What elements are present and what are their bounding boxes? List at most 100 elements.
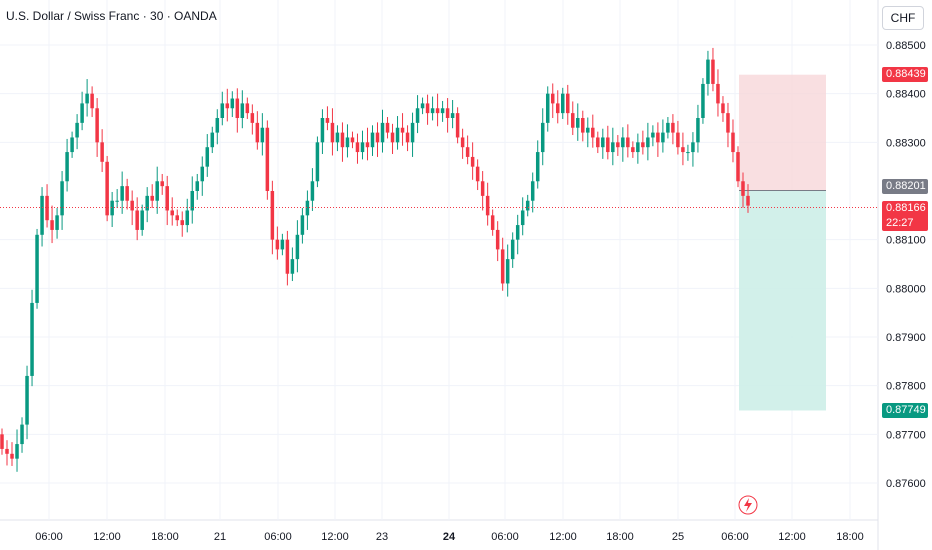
x-tick-label: 06:00 xyxy=(264,531,292,543)
candle-body xyxy=(370,132,375,148)
x-tick-label: 06:00 xyxy=(721,531,749,543)
candle-body xyxy=(485,195,490,216)
candle-body xyxy=(230,98,235,109)
candle-body xyxy=(90,93,94,109)
x-tick-label: 25 xyxy=(672,531,684,543)
take-profit-zone xyxy=(739,190,826,411)
candle-body xyxy=(616,142,620,148)
candle-body xyxy=(716,83,720,104)
candle-body xyxy=(175,215,179,221)
candle-body xyxy=(50,220,54,230)
x-tick-label: 12:00 xyxy=(549,531,577,543)
y-tick-label: 0.88000 xyxy=(886,283,926,295)
candle-body xyxy=(455,113,460,138)
candle-body xyxy=(95,108,99,143)
candle-body xyxy=(741,181,745,196)
candle-body xyxy=(385,122,390,133)
candle-body xyxy=(290,259,295,274)
x-tick-label: 12:00 xyxy=(778,531,806,543)
x-tick-label: 21 xyxy=(214,531,226,543)
candle-body xyxy=(340,132,345,148)
candle-body xyxy=(621,137,625,148)
candle-body xyxy=(475,166,480,182)
stop-loss-zone xyxy=(739,74,826,191)
candle-body xyxy=(430,108,435,114)
candle-body xyxy=(726,113,730,133)
candle-body xyxy=(490,215,495,230)
candle-body xyxy=(651,132,655,138)
x-tick-label: 18:00 xyxy=(606,531,634,543)
candle-body xyxy=(576,118,580,128)
candle-body xyxy=(260,127,265,143)
candle-body xyxy=(631,147,635,153)
candle-body xyxy=(380,122,385,143)
candle-body xyxy=(706,59,710,84)
candle-body xyxy=(0,434,4,449)
candle-body xyxy=(45,195,49,221)
candle-body xyxy=(160,181,164,187)
candle-body xyxy=(215,118,220,133)
candle-body xyxy=(155,181,159,201)
candle-body xyxy=(170,210,174,216)
x-tick-label: 06:00 xyxy=(491,531,519,543)
x-tick-label: 23 xyxy=(376,531,388,543)
candle-body xyxy=(115,200,119,202)
candle-body xyxy=(195,181,200,192)
candle-body xyxy=(285,239,290,274)
y-tick-label: 0.87800 xyxy=(886,381,926,393)
currency-button[interactable]: CHF xyxy=(882,6,924,30)
y-tick-label: 0.87900 xyxy=(886,332,926,344)
candle-body xyxy=(701,83,705,118)
y-tick-label: 0.88300 xyxy=(886,137,926,149)
candle-body xyxy=(566,93,570,114)
y-tick-label: 0.88400 xyxy=(886,89,926,101)
candle-body xyxy=(560,93,565,114)
candle-body xyxy=(505,259,510,284)
candle-body xyxy=(110,200,114,216)
x-tick-label: 24 xyxy=(443,531,456,543)
candle-body xyxy=(320,118,325,143)
candle-body xyxy=(415,108,420,123)
y-tick-label: 0.88500 xyxy=(886,40,926,52)
x-tick-label: 12:00 xyxy=(93,531,121,543)
x-tick-label: 18:00 xyxy=(836,531,864,543)
candle-body xyxy=(225,103,230,109)
stop-price-label: 0.88439 xyxy=(882,67,928,83)
candle-body xyxy=(420,103,425,109)
candle-body xyxy=(150,195,154,201)
candle-body xyxy=(520,210,525,226)
candle-body xyxy=(470,156,475,167)
candle-body xyxy=(626,137,630,148)
candle-body xyxy=(345,137,350,148)
candle-body xyxy=(666,122,670,133)
candle-body xyxy=(30,302,34,376)
candle-body xyxy=(245,103,250,114)
candle-body xyxy=(596,137,600,148)
target-price-label: 0.87749 xyxy=(882,402,928,418)
candle-body xyxy=(315,142,320,182)
candle-body xyxy=(480,181,485,196)
candle-body xyxy=(120,186,124,201)
candle-body xyxy=(325,118,330,123)
candle-body xyxy=(80,103,84,123)
candle-body xyxy=(686,152,690,154)
candle-body xyxy=(200,166,205,182)
candle-body xyxy=(390,132,395,143)
y-tick-label: 0.87600 xyxy=(886,478,926,490)
candle-body xyxy=(746,195,750,206)
candle-body xyxy=(611,142,615,153)
candle-body xyxy=(60,181,64,216)
candle-body xyxy=(696,118,700,143)
candle-body xyxy=(125,186,129,201)
candle-body xyxy=(495,229,500,250)
x-tick-label: 06:00 xyxy=(35,531,63,543)
candle-body xyxy=(711,59,715,84)
candle-body xyxy=(140,210,144,230)
candle-body xyxy=(310,181,315,201)
candle-body xyxy=(721,103,725,114)
candle-body xyxy=(656,132,660,143)
candle-body xyxy=(355,142,360,153)
candle-body xyxy=(135,210,139,230)
